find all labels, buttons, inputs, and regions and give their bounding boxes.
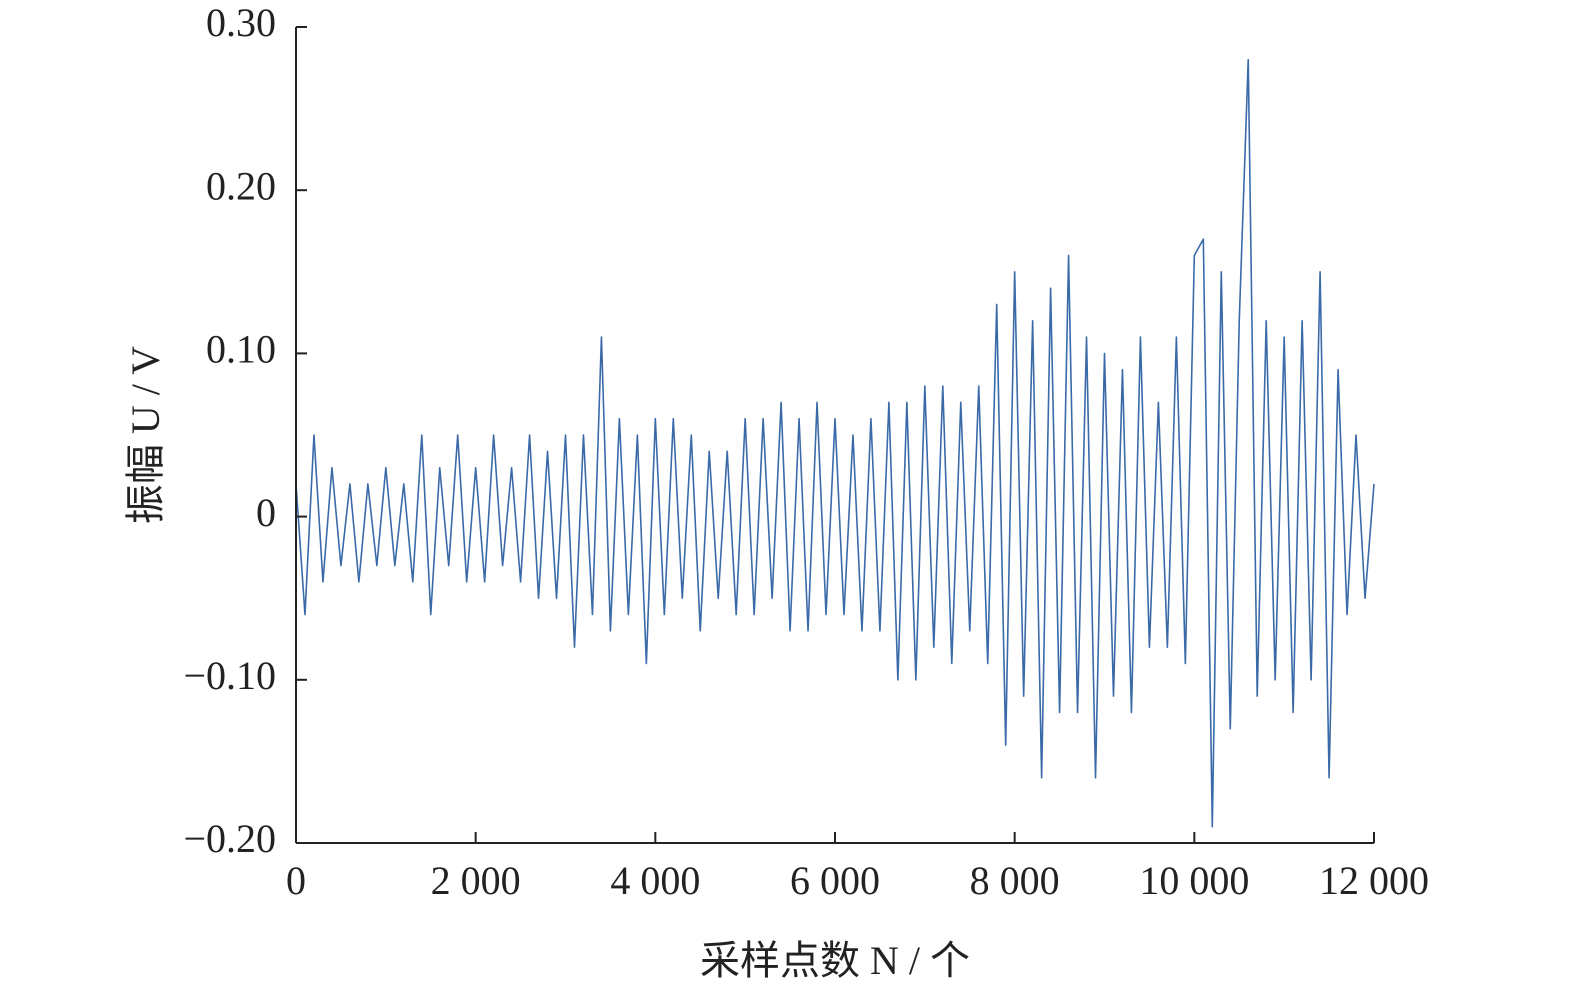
y-tick-label: 0: [256, 490, 276, 535]
y-tick-label: 0.30: [206, 0, 276, 45]
x-tick-label: 12 000: [1319, 858, 1429, 903]
x-tick-label: 8 000: [970, 858, 1060, 903]
y-tick-label: −0.10: [183, 653, 276, 698]
y-axis-label: 振幅 U / V: [123, 346, 168, 524]
x-axis-label: 采样点数 N / 个: [700, 938, 970, 983]
y-tick-label: −0.20: [183, 816, 276, 861]
x-tick-label: 2 000: [431, 858, 521, 903]
x-tick-label: 10 000: [1139, 858, 1249, 903]
x-tick-label: 4 000: [610, 858, 700, 903]
x-tick-label: 0: [286, 858, 306, 903]
y-tick-label: 0.20: [206, 163, 276, 208]
x-tick-label: 6 000: [790, 858, 880, 903]
signal-line: [295, 58, 1375, 828]
y-tick-label: 0.10: [206, 327, 276, 372]
